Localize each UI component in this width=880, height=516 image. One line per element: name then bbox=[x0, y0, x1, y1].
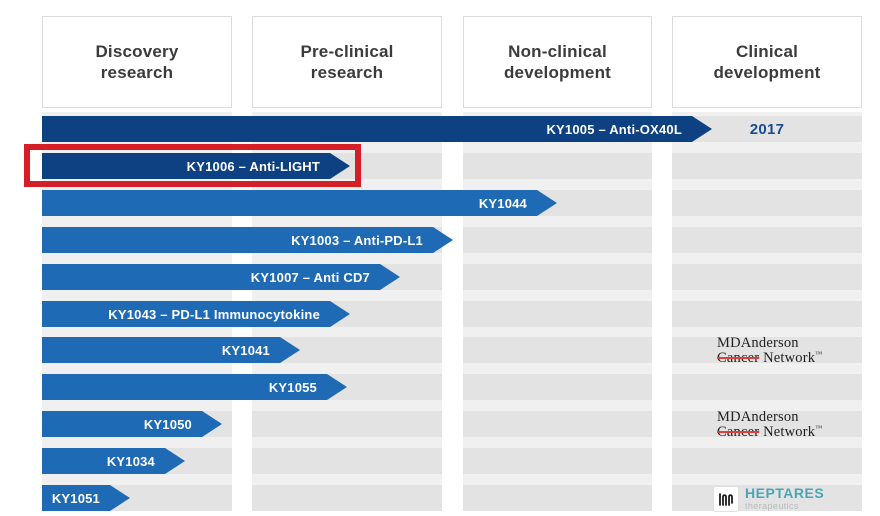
bar-label: KY1044 bbox=[478, 195, 527, 211]
heptares-logo: HEPTARES therapeutics bbox=[714, 486, 824, 511]
bar-label: KY1041 bbox=[221, 342, 270, 358]
pipeline-bar: KY1034 bbox=[42, 448, 185, 474]
pipeline-row-cell bbox=[672, 264, 862, 290]
pipeline-row-cell bbox=[463, 448, 652, 474]
pipeline-row-cell bbox=[463, 374, 652, 400]
pipeline-row-cell bbox=[672, 337, 862, 363]
pipeline-row-cell bbox=[463, 153, 652, 179]
pipeline-bar: KY1005 – Anti-OX40L bbox=[42, 116, 712, 142]
heptares-receptor-icon bbox=[714, 486, 738, 511]
pipeline-row-cell bbox=[672, 411, 862, 437]
pipeline-row-cell bbox=[672, 374, 862, 400]
md-anderson-logo: MDAnderson Cancer Network™ bbox=[717, 336, 822, 366]
pipeline-row-cell bbox=[672, 153, 862, 179]
bar-label: KY1034 bbox=[106, 453, 155, 469]
md-anderson-line1: MDAnderson bbox=[717, 409, 799, 425]
pipeline-row-cell bbox=[672, 485, 862, 511]
bar-label: KY1007 – Anti CD7 bbox=[250, 269, 370, 285]
pipeline-bar: KY1055 bbox=[42, 374, 347, 400]
stage-header-preclinical: Pre-clinical research bbox=[252, 16, 442, 108]
pipeline-bar: KY1043 – PD-L1 Immunocytokine bbox=[42, 301, 350, 327]
md-anderson-logo: MDAnderson Cancer Network™ bbox=[717, 410, 822, 440]
pipeline-row-cell bbox=[672, 448, 862, 474]
heptares-name: HEPTARES bbox=[745, 485, 825, 501]
pipeline-row-cell bbox=[672, 301, 862, 327]
md-anderson-line1: MDAnderson bbox=[717, 335, 799, 351]
pipeline-bar: KY1006 – Anti-LIGHT bbox=[42, 153, 350, 179]
pipeline-row-cell bbox=[672, 227, 862, 253]
pipeline-row-cell bbox=[463, 227, 652, 253]
stage-header-clinical: Clinical development bbox=[672, 16, 862, 108]
heptares-sub: therapeutics bbox=[745, 501, 799, 511]
bar-label: KY1050 bbox=[143, 416, 192, 432]
bar-label: KY1003 – Anti-PD-L1 bbox=[291, 232, 423, 248]
pipeline-bar: KY1041 bbox=[42, 337, 300, 363]
md-anderson-line2: Cancer Network™ bbox=[717, 349, 823, 366]
bar-label: KY1005 – Anti-OX40L bbox=[546, 121, 682, 137]
pipeline-row-cell bbox=[463, 264, 652, 290]
pipeline-row-cell bbox=[252, 448, 442, 474]
pipeline-row-cell bbox=[463, 485, 652, 511]
pipeline-row-cell bbox=[463, 301, 652, 327]
pipeline-bar: KY1007 – Anti CD7 bbox=[42, 264, 400, 290]
bar-label: KY1055 bbox=[268, 379, 317, 395]
pipeline-bar: KY1044 bbox=[42, 190, 557, 216]
pipeline-bar: KY1050 bbox=[42, 411, 222, 437]
bar-label: KY1051 bbox=[51, 490, 100, 506]
stage-header-discovery: Discovery research bbox=[42, 16, 232, 108]
pipeline-bar: KY1003 – Anti-PD-L1 bbox=[42, 227, 453, 253]
bar-label: KY1006 – Anti-LIGHT bbox=[186, 158, 320, 174]
highlight-box bbox=[24, 144, 361, 187]
bar-label: KY1043 – PD-L1 Immunocytokine bbox=[108, 306, 320, 322]
pipeline-row-cell bbox=[252, 411, 442, 437]
pipeline-row-cell bbox=[463, 337, 652, 363]
stage-header-nonclinical: Non-clinical development bbox=[463, 16, 652, 108]
year-label: 2017 bbox=[749, 120, 785, 138]
md-anderson-line2: Cancer Network™ bbox=[717, 423, 823, 440]
pipeline-row-cell bbox=[463, 411, 652, 437]
pipeline-row-cell bbox=[672, 190, 862, 216]
pipeline-bar: KY1051 bbox=[42, 485, 130, 511]
pipeline-row-cell bbox=[252, 485, 442, 511]
